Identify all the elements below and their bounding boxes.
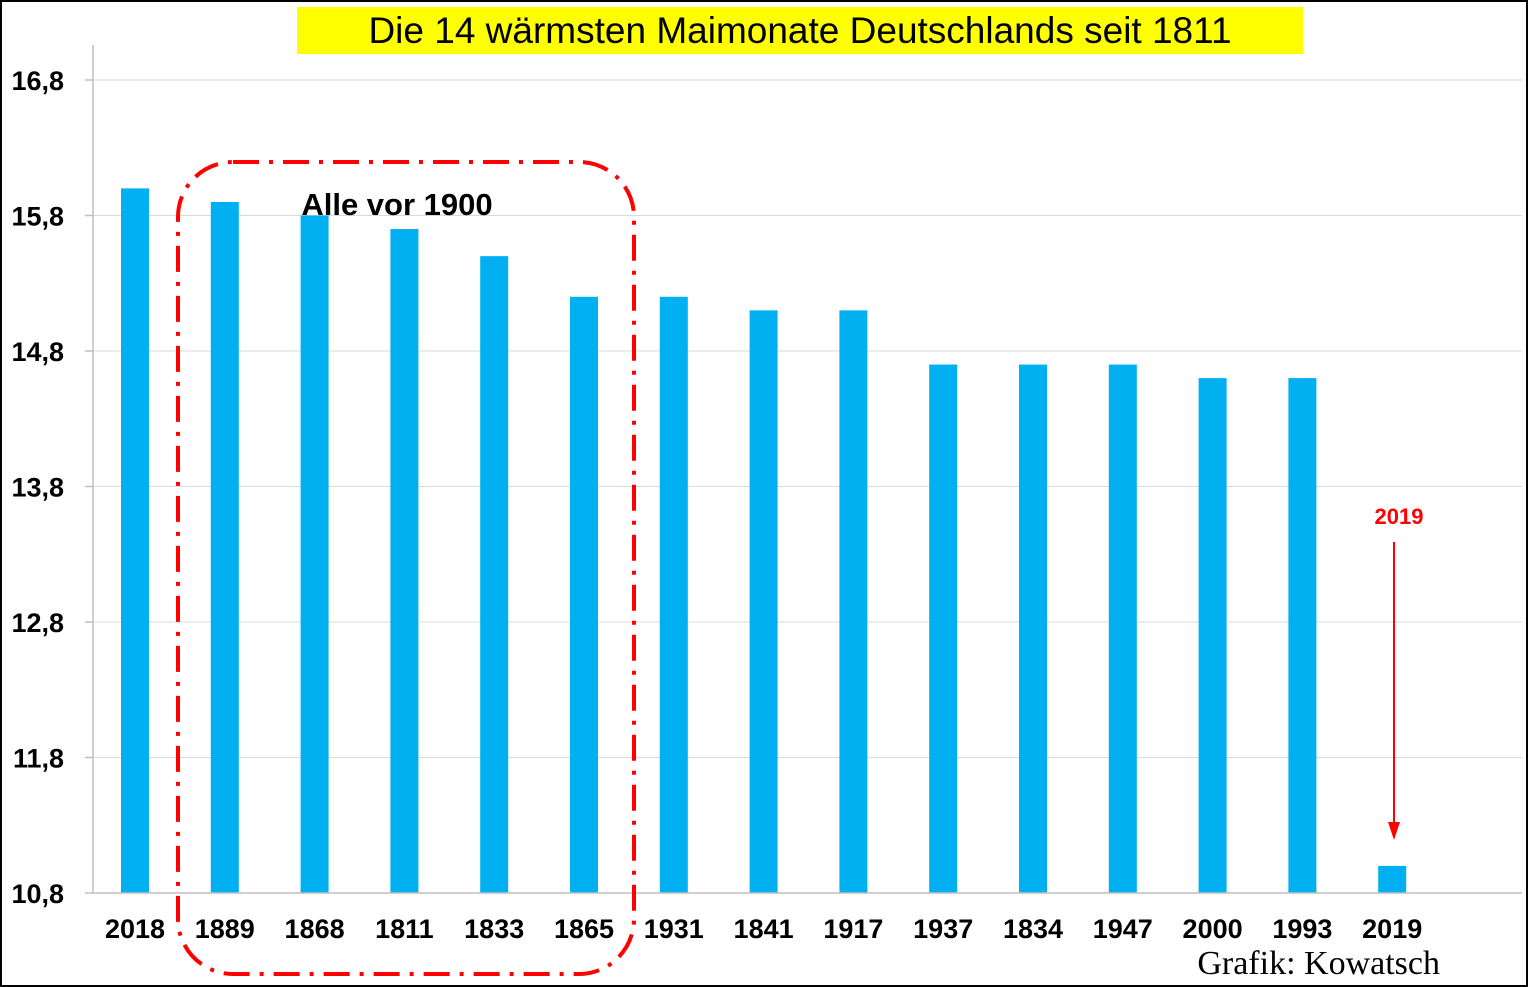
- x-tick-label: 1834: [1003, 914, 1063, 944]
- bar-1833: [480, 256, 509, 893]
- y-tick-label: 15,8: [11, 202, 64, 232]
- bar-1937: [929, 364, 958, 893]
- group-annotation: Alle vor 1900: [301, 187, 492, 222]
- bar-2000: [1198, 378, 1227, 894]
- annotation-arrow-head: [1388, 822, 1400, 840]
- credit-text: Grafik: Kowatsch: [1197, 945, 1440, 982]
- x-tick-label: 1841: [734, 914, 794, 944]
- x-tick-label: 2000: [1183, 914, 1243, 944]
- y-tick-label: 12,8: [11, 608, 64, 638]
- x-tick-label: 1865: [554, 914, 614, 944]
- title-background: [297, 7, 1303, 54]
- x-tick-label: 1937: [913, 914, 973, 944]
- y-tick-label: 10,8: [11, 879, 64, 909]
- bar-1834: [1019, 364, 1047, 893]
- bar-1993: [1288, 378, 1317, 894]
- bar-1811: [390, 229, 419, 894]
- y-tick-label: 13,8: [11, 473, 64, 503]
- y-tick-label: 11,8: [13, 744, 64, 774]
- bar-1931: [659, 296, 688, 893]
- bar-1889: [210, 201, 239, 893]
- gridlines: [93, 79, 1522, 758]
- bar-1868: [300, 215, 329, 893]
- x-tick-label: 2019: [1362, 914, 1422, 944]
- x-tick-label: 1947: [1093, 914, 1153, 944]
- chart-title: Die 14 wärmsten Maimonate Deutschlands s…: [368, 10, 1231, 51]
- x-tick-label: 1811: [375, 914, 434, 944]
- arrow-annotation-label: 2019: [1375, 504, 1424, 529]
- y-tick-label: 14,8: [11, 337, 64, 367]
- x-tick-label: 1833: [464, 914, 524, 944]
- x-tick-labels: 2018 1889 1868 1811 1833 1865 1931 1841 1917 1937…: [105, 914, 1422, 944]
- x-tick-label: 1931: [644, 914, 704, 944]
- x-tick-label: 1917: [823, 914, 883, 944]
- x-tick-label: 1889: [195, 914, 255, 944]
- x-tick-label: 1993: [1272, 914, 1332, 944]
- bar-2018: [121, 188, 149, 893]
- bar-1841: [749, 310, 778, 894]
- y-tick-labels: 10,8 11,8 12,8 13,8 14,8 15,8 16,8: [11, 66, 93, 909]
- x-tick-label: 2018: [105, 914, 165, 944]
- y-tick-label: 16,8: [11, 66, 64, 96]
- x-tick-label: 1868: [285, 914, 345, 944]
- bar-1917: [839, 310, 868, 894]
- bar-1947: [1108, 364, 1137, 893]
- bars: [121, 188, 1407, 894]
- bar-2019: [1378, 865, 1407, 893]
- bar-1865: [570, 296, 598, 893]
- highlight-box: [176, 160, 636, 976]
